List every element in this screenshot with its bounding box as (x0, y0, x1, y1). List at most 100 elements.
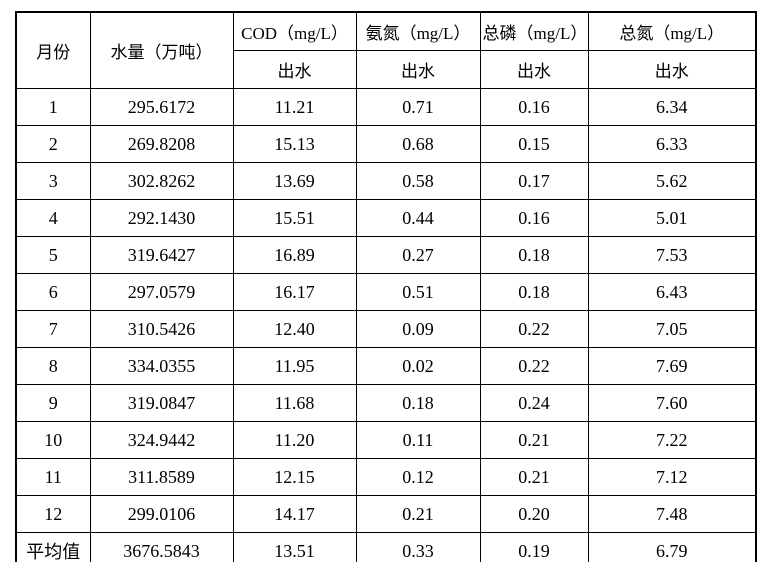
table-cell: 11.21 (232, 88, 357, 126)
table-cell: 0.24 (479, 384, 589, 422)
table-cell: 12.40 (232, 310, 357, 348)
table-cell: 10 (15, 421, 91, 459)
table-cell: 0.22 (479, 310, 589, 348)
table-cell: 0.44 (355, 199, 481, 237)
table-cell: 15.13 (232, 125, 357, 163)
table-cell: 16.89 (232, 236, 357, 274)
table-cell: 8 (15, 347, 91, 385)
table-row: 6 297.0579 16.17 0.51 0.18 6.43 (15, 273, 757, 311)
table-row: 2 269.8208 15.13 0.68 0.15 6.33 (15, 125, 757, 163)
table-cell: 5.62 (587, 162, 757, 200)
header-cod: COD（mg/L） (232, 11, 357, 51)
table-cell: 0.51 (355, 273, 481, 311)
table-cell: 7.12 (587, 458, 757, 496)
table-cell: 0.18 (479, 236, 589, 274)
table-cell: 295.6172 (89, 88, 234, 126)
table-cell: 3 (15, 162, 91, 200)
table-cell: 6.43 (587, 273, 757, 311)
header-total-nitrogen: 总氮（mg/L） (587, 11, 757, 51)
table-cell: 0.21 (479, 421, 589, 459)
header-total-phosphorus: 总磷（mg/L） (479, 11, 589, 51)
table-cell: 0.11 (355, 421, 481, 459)
table-cell: 16.17 (232, 273, 357, 311)
table-cell: 0.12 (355, 458, 481, 496)
header-row-main: 月份 水量（万吨） COD（mg/L） 氨氮（mg/L） 总磷（mg/L） 总氮… (15, 11, 757, 89)
table-cell: 299.0106 (89, 495, 234, 533)
table-cell: 0.16 (479, 88, 589, 126)
table-row: 11 311.8589 12.15 0.12 0.21 7.12 (15, 458, 757, 496)
table-cell: 14.17 (232, 495, 357, 533)
table-row: 10 324.9442 11.20 0.11 0.21 7.22 (15, 421, 757, 459)
subheader-effluent-nitrogen: 出水 (587, 50, 757, 89)
table-cell: 9 (15, 384, 91, 422)
table-cell: 4 (15, 199, 91, 237)
table-cell: 0.09 (355, 310, 481, 348)
table-row: 4 292.1430 15.51 0.44 0.16 5.01 (15, 199, 757, 237)
table-cell: 6.34 (587, 88, 757, 126)
water-quality-table: 月份 水量（万吨） COD（mg/L） 氨氮（mg/L） 总磷（mg/L） 总氮… (15, 11, 757, 562)
table-cell: 11 (15, 458, 91, 496)
table-cell: 7 (15, 310, 91, 348)
subheader-effluent-cod: 出水 (232, 50, 357, 89)
table-cell: 0.27 (355, 236, 481, 274)
header-ammonia-nitrogen: 氨氮（mg/L） (355, 11, 481, 51)
table-row: 1 295.6172 11.21 0.71 0.16 6.34 (15, 88, 757, 126)
table-cell: 11.20 (232, 421, 357, 459)
table-cell: 7.05 (587, 310, 757, 348)
table-cell: 5 (15, 236, 91, 274)
table-cell: 311.8589 (89, 458, 234, 496)
header-row-sub: 出水 出水 出水 出水 (16, 50, 757, 89)
table-cell: 0.15 (479, 125, 589, 163)
table-cell: 334.0355 (89, 347, 234, 385)
table-row: 8 334.0355 11.95 0.02 0.22 7.69 (15, 347, 757, 385)
table-cell: 0.21 (355, 495, 481, 533)
table-body: 1 295.6172 11.21 0.71 0.16 6.34 2 269.8208 15.13… (15, 88, 757, 562)
table-cell: 1 (15, 88, 91, 126)
table-cell: 0.22 (479, 347, 589, 385)
table-cell: 12.15 (232, 458, 357, 496)
table-cell: 0.18 (479, 273, 589, 311)
table-cell: 7.53 (587, 236, 757, 274)
table-cell: 3676.5843 (89, 532, 234, 562)
table-cell: 11.68 (232, 384, 357, 422)
table-cell: 0.17 (479, 162, 589, 200)
table-row: 12 299.0106 14.17 0.21 0.20 7.48 (15, 495, 757, 533)
header-water-volume: 水量（万吨） (89, 11, 234, 89)
table-cell: 269.8208 (89, 125, 234, 163)
table-cell: 0.58 (355, 162, 481, 200)
table-row: 3 302.8262 13.69 0.58 0.17 5.62 (15, 162, 757, 200)
table-cell: 6 (15, 273, 91, 311)
table-cell: 0.20 (479, 495, 589, 533)
table-row: 平均值 3676.5843 13.51 0.33 0.19 6.79 (15, 532, 757, 562)
table-row: 9 319.0847 11.68 0.18 0.24 7.60 (15, 384, 757, 422)
table-row: 7 310.5426 12.40 0.09 0.22 7.05 (15, 310, 757, 348)
table-cell: 310.5426 (89, 310, 234, 348)
table-cell: 324.9442 (89, 421, 234, 459)
subheader-effluent-ammonia: 出水 (355, 50, 481, 89)
table-cell: 13.69 (232, 162, 357, 200)
table-cell: 平均值 (15, 532, 91, 562)
table-cell: 15.51 (232, 199, 357, 237)
table-cell: 0.71 (355, 88, 481, 126)
table-cell: 7.22 (587, 421, 757, 459)
header-month: 月份 (15, 11, 91, 89)
table-cell: 6.79 (587, 532, 757, 562)
table-cell: 11.95 (232, 347, 357, 385)
table-cell: 12 (15, 495, 91, 533)
table-cell: 292.1430 (89, 199, 234, 237)
table-header: 月份 水量（万吨） COD（mg/L） 氨氮（mg/L） 总磷（mg/L） 总氮… (15, 11, 757, 89)
table-cell: 0.18 (355, 384, 481, 422)
table-cell: 0.33 (355, 532, 481, 562)
table-cell: 297.0579 (89, 273, 234, 311)
table-cell: 7.69 (587, 347, 757, 385)
table-cell: 7.48 (587, 495, 757, 533)
table-cell: 0.68 (355, 125, 481, 163)
table-cell: 0.02 (355, 347, 481, 385)
table-cell: 302.8262 (89, 162, 234, 200)
table-cell: 7.60 (587, 384, 757, 422)
table-cell: 0.21 (479, 458, 589, 496)
subheader-effluent-phosphorus: 出水 (479, 50, 589, 89)
table-cell: 6.33 (587, 125, 757, 163)
table-cell: 319.6427 (89, 236, 234, 274)
